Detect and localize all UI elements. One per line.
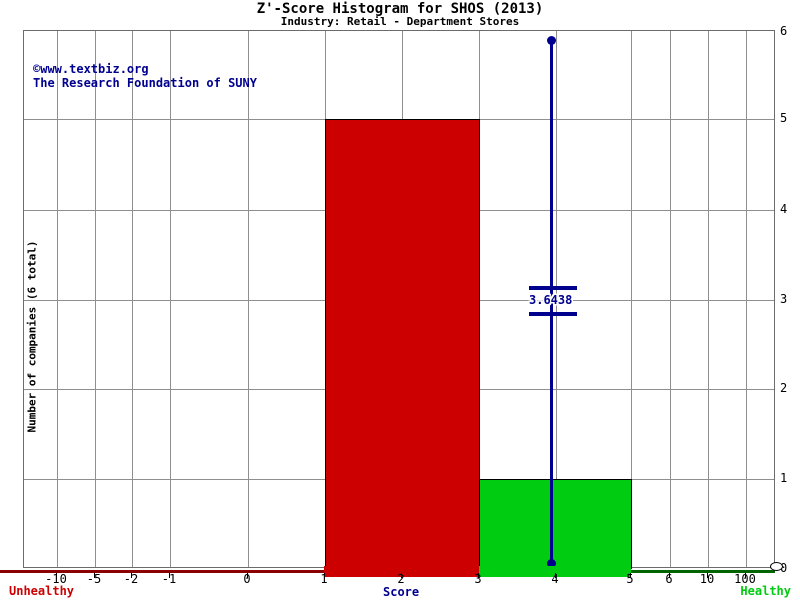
zone-label-unhealthy: Unhealthy	[9, 584, 75, 598]
x-tick-100: 100	[734, 572, 756, 586]
gridline-x--2	[132, 31, 133, 567]
histogram-bar-unhealthy	[325, 119, 480, 569]
x-tick-5: 5	[626, 572, 634, 586]
axis-strip-healthy	[479, 566, 631, 577]
x-tick-4: 4	[551, 572, 559, 586]
axis-infinity-marker	[770, 562, 783, 571]
watermark: ©www.textbiz.org The Research Foundation…	[33, 62, 257, 90]
x-tick--5: -5	[86, 572, 102, 586]
score-marker-line	[550, 40, 553, 570]
x-tickmark-6	[669, 573, 670, 578]
x-tick--10: -10	[45, 572, 67, 586]
gridline-x--1	[170, 31, 171, 567]
y-tick-1: 1	[780, 471, 788, 485]
x-tick-3: 3	[474, 572, 482, 586]
y-tick-6: 6	[780, 24, 788, 38]
x-tick-0: 0	[243, 572, 251, 586]
x-tick--1: -1	[161, 572, 177, 586]
x-tickmark-3	[478, 573, 479, 578]
gridline-x-5	[631, 31, 632, 567]
x-tick-1: 1	[320, 572, 328, 586]
x-tickmark-10	[707, 573, 708, 578]
score-marker-dot-bottom	[547, 559, 556, 568]
gridline-x--10	[57, 31, 58, 567]
watermark-line-2: The Research Foundation of SUNY	[33, 76, 257, 90]
y-tick-0: 0	[780, 561, 788, 575]
x-tickmark-100	[745, 573, 746, 578]
histogram-bar-healthy	[479, 479, 632, 569]
score-marker-value-label: 3.6438	[529, 293, 573, 307]
chart-title: Z'-Score Histogram for SHOS (2013)	[256, 1, 544, 17]
score-marker-dot-top	[547, 36, 556, 45]
axis-strip-unhealthy	[324, 566, 479, 577]
x-tick-6: 6	[665, 572, 673, 586]
x-tick-2: 2	[397, 572, 405, 586]
x-tickmark-1	[324, 573, 325, 578]
gridline-x-0	[248, 31, 249, 567]
x-tickmark-2	[401, 573, 402, 578]
x-tickmark--5	[94, 573, 95, 578]
y-tick-2: 2	[780, 381, 788, 395]
x-tickmark-5	[630, 573, 631, 578]
chart-subtitle: Industry: Retail - Department Stores	[280, 15, 520, 28]
zone-label-healthy: Healthy	[740, 584, 791, 598]
gridline-x--5	[95, 31, 96, 567]
gridline-x-6	[670, 31, 671, 567]
gridline-x-10	[708, 31, 709, 567]
x-tick--2: -2	[123, 572, 139, 586]
gridline-x-4	[556, 31, 557, 567]
y-tick-4: 4	[780, 202, 788, 216]
x-tickmark-4	[555, 573, 556, 578]
x-tickmark--10	[56, 573, 57, 578]
x-tickmark--2	[131, 573, 132, 578]
y-axis-title: Number of companies (6 total)	[25, 240, 39, 433]
x-tickmark-0	[247, 573, 248, 578]
axis-strip-healthy-extended	[631, 570, 775, 573]
x-axis-title: Score	[383, 585, 420, 599]
gridline-x-100	[746, 31, 747, 567]
y-tick-5: 5	[780, 111, 788, 125]
x-tickmark--1	[169, 573, 170, 578]
score-marker-cap-lower	[529, 312, 577, 316]
x-tick-10: 10	[699, 572, 715, 586]
axis-strip-unhealthy-extended	[0, 570, 324, 573]
watermark-line-1: ©www.textbiz.org	[33, 62, 149, 76]
plot-area: 3.6438 ©www.textbiz.org The Research Fou…	[23, 30, 775, 570]
y-tick-3: 3	[780, 292, 788, 306]
score-marker-cap-upper	[529, 286, 577, 290]
